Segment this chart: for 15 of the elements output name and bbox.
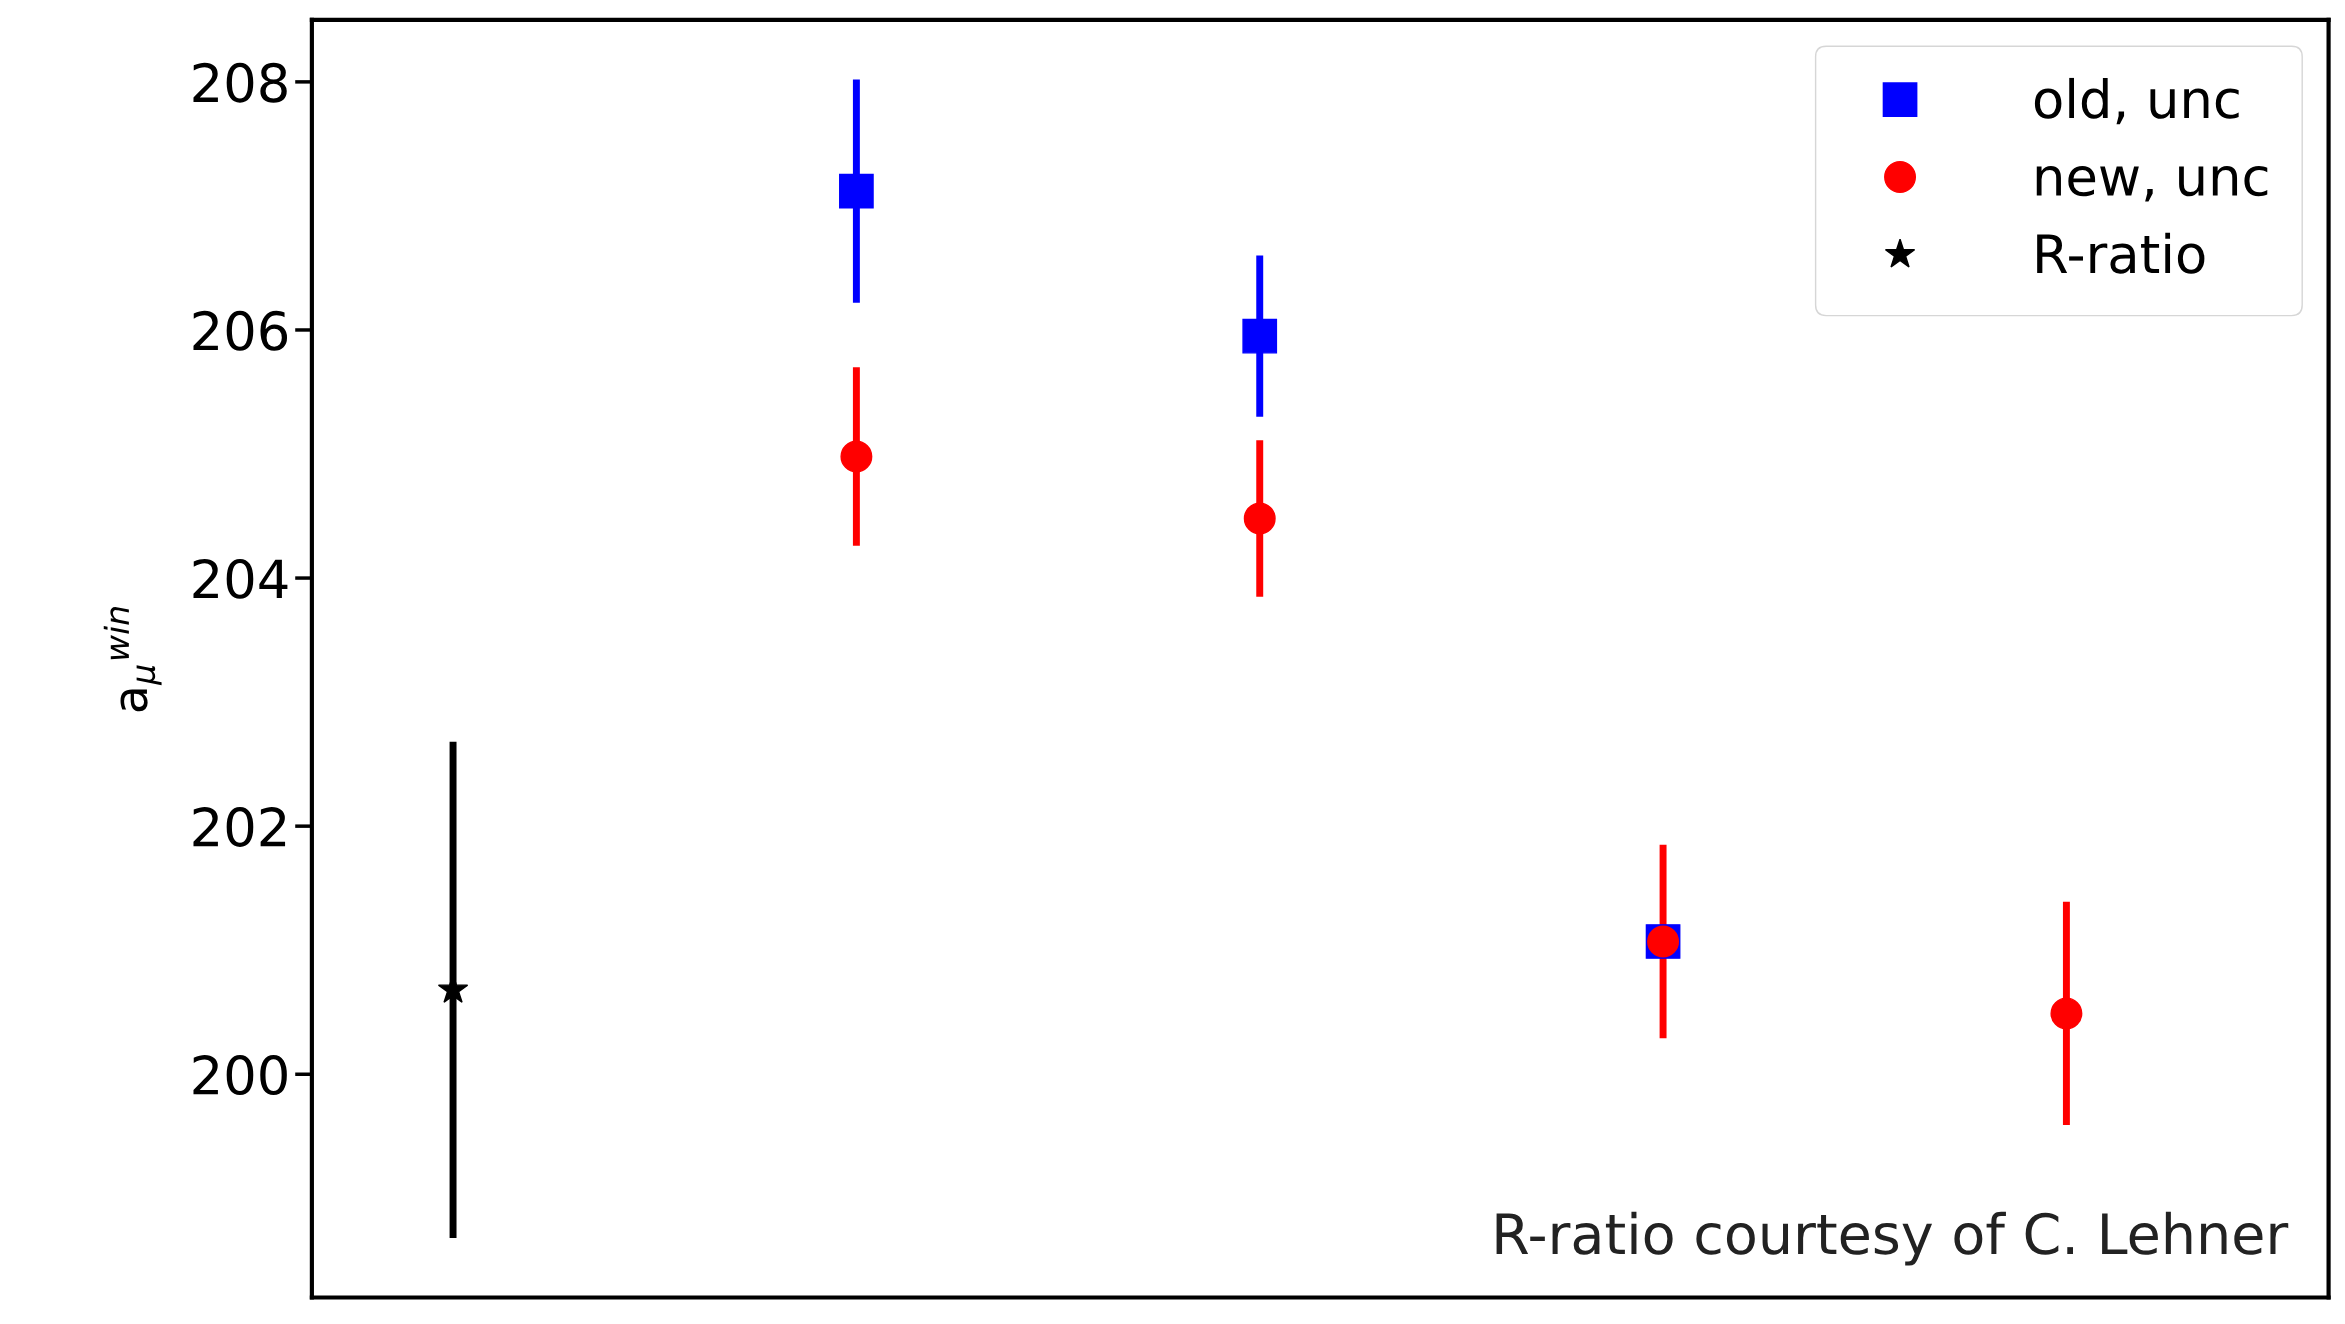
y-tick-label: 208 [193, 62, 287, 103]
point [1242, 318, 1278, 354]
legend-label: new, unc [2036, 165, 2268, 202]
legend-label: old, unc [2034, 77, 2239, 125]
y-tick-label: 206 [193, 310, 288, 351]
annotation: R-ratio courtesy of C. Lehner [1496, 1211, 2289, 1266]
y-tick-label: 202 [193, 807, 286, 847]
y-tick-label: 200 [193, 1055, 287, 1096]
point [1243, 502, 1276, 535]
point [2050, 997, 2083, 1030]
legend-label: R-ratio [2037, 232, 2205, 274]
y-tick-label: 204 [193, 558, 288, 599]
point [839, 173, 874, 209]
point [840, 440, 873, 473]
y-axis-title: a$_{μ}$$^{win}$ [103, 607, 162, 712]
